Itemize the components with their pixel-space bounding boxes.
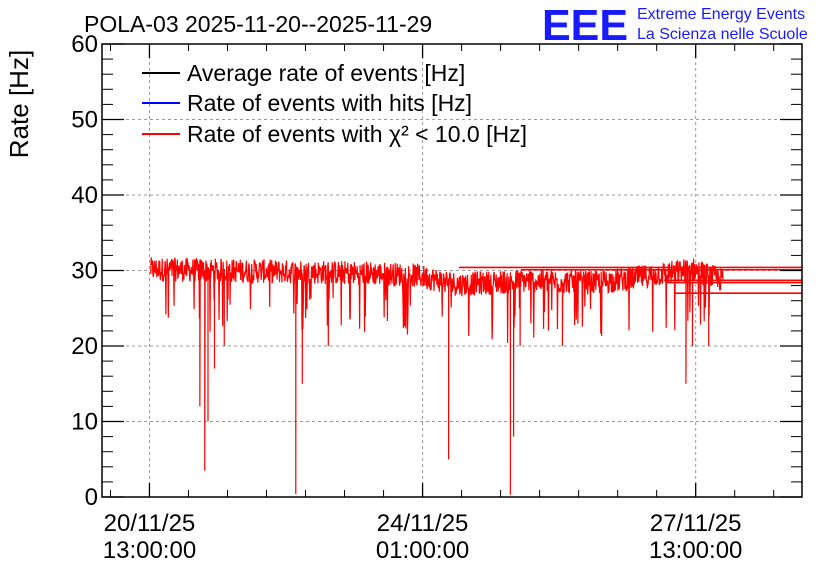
y-tick-label: 40 [71,182,98,209]
eee-logo: EEE Extreme Energy Events La Scienza nel… [542,1,808,50]
y-tick-label: 10 [71,409,98,436]
y-axis-label: Rate [Hz] [4,50,34,158]
y-tick-label: 50 [71,107,98,134]
legend-label: Rate of events with hits [Hz] [187,90,472,116]
eee-logo-mark: EEE [542,1,628,50]
y-tick-label: 20 [71,333,98,360]
x-tick-label-time: 01:00:00 [376,537,469,564]
x-tick-label-time: 13:00:00 [103,537,196,564]
x-tick-label-time: 13:00:00 [649,537,742,564]
legend: Average rate of events [Hz] Rate of event… [142,60,527,147]
y-tick-label: 60 [71,31,98,58]
eee-logo-line1: Extreme Energy Events [637,6,805,23]
eee-logo-line2: La Scienza nelle Scuole [637,26,808,43]
y-axis: 0 10 20 30 40 50 60 [71,31,802,511]
x-tick-label-date: 27/11/25 [650,510,742,537]
series-chi2-rate-line [150,257,724,495]
x-tick-label-date: 20/11/25 [104,510,196,537]
legend-label: Rate of events with χ² < 10.0 [Hz] [187,121,527,147]
x-axis: 20/11/2513:00:0024/11/2501:00:0027/11/25… [103,44,775,564]
legend-label: Average rate of events [Hz] [187,60,465,86]
plot-area [150,257,802,495]
y-tick-label: 0 [85,484,98,511]
chart-title: POLA-03 2025-11-20--2025-11-29 [84,11,432,37]
series-chi2-tail-lines [458,266,802,294]
x-tick-label-date: 24/11/25 [377,510,469,537]
y-tick-label: 30 [71,258,98,285]
